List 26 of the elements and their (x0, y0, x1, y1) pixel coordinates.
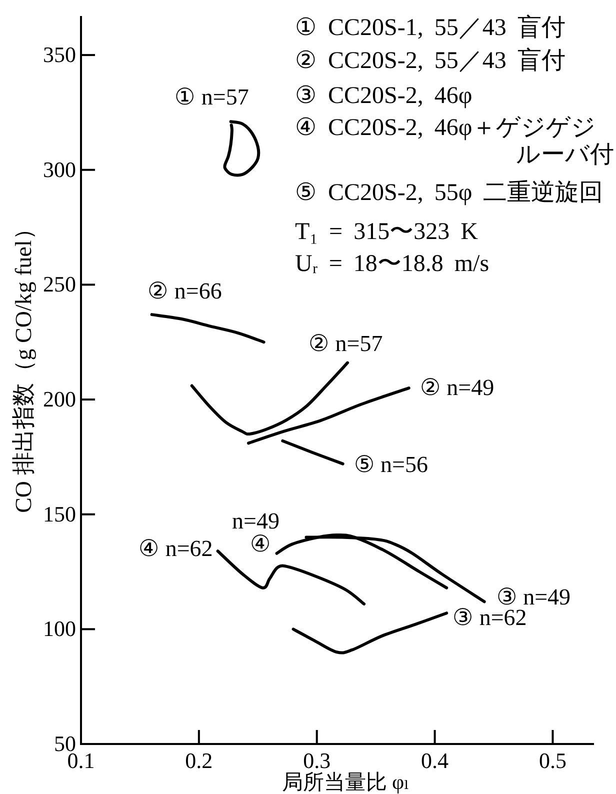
annotation: ② CC20S-2, 55／43 盲付 (295, 47, 566, 74)
annotation: Uᵣ = 18〜18.8 m/s (295, 251, 490, 277)
annotation: T₁ = 315〜323 K (295, 219, 479, 245)
y-tick-label: 250 (43, 272, 76, 297)
series-label: ② n=66 (148, 278, 222, 304)
y-tick-label: 300 (43, 156, 76, 182)
y-tick-label: 150 (43, 501, 76, 526)
series-label: ④ n=49 (232, 508, 280, 556)
annotation: ⑤ CC20S-2, 55φ 二重逆旋回 (295, 179, 604, 206)
annotation: ③ CC20S-2, 46φ (295, 83, 472, 109)
y-tick-label: 350 (43, 42, 76, 68)
x-axis-title: 局所当量比 φₗ (282, 770, 410, 794)
series-label: ⑤ n=56 (354, 452, 428, 477)
annotation: ① CC20S-1, 55／43 盲付 (295, 14, 566, 41)
series-label: ② n=57 (308, 330, 383, 356)
x-tick-label: 0.3 (303, 748, 331, 773)
series-label: ① n=57 (174, 84, 249, 110)
x-tick-label: 0.2 (185, 748, 213, 773)
y-axis-title: CO 排出指数（g CO/kg fuel） (11, 217, 36, 513)
x-tick-label: 0.4 (421, 748, 449, 773)
y-tick-label: 100 (43, 616, 76, 642)
x-tick-label: 0.5 (538, 748, 566, 773)
annotation: ④ CC20S-2, 46φ＋ゲジゲジルーバ付 (295, 115, 614, 168)
y-tick-label: 200 (43, 386, 76, 412)
series-label: ④ n=62 (138, 536, 213, 562)
series-label: ② n=49 (420, 375, 494, 400)
